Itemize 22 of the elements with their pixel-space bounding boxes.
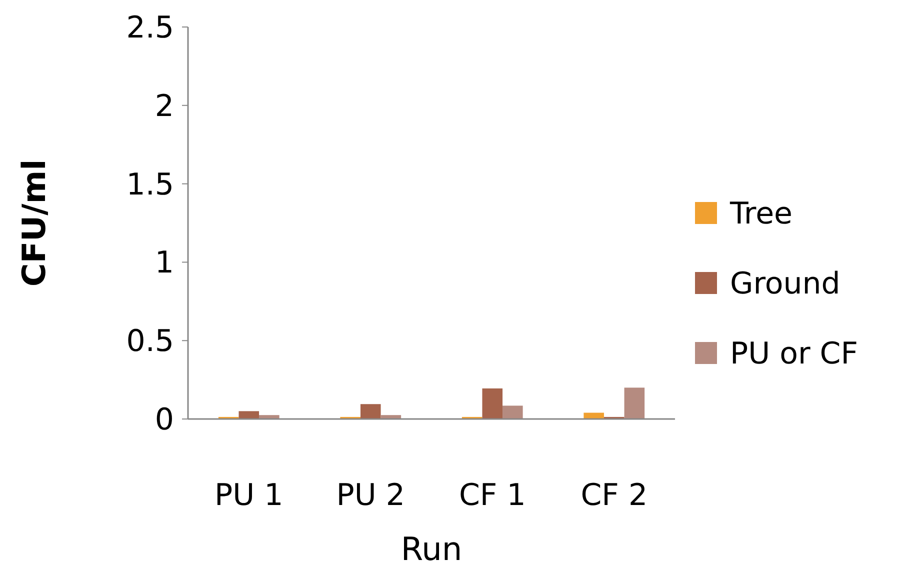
bar <box>584 412 604 419</box>
bar <box>482 388 503 419</box>
y-tick-label: 1.5 <box>126 167 174 202</box>
legend-label: PU or CF <box>730 336 858 372</box>
x-tick-label: CF 2 <box>580 478 648 513</box>
x-tick-label: PU 2 <box>336 478 405 513</box>
bar <box>238 411 260 419</box>
legend-label: Ground <box>730 266 840 302</box>
bar <box>502 406 523 419</box>
y-tick-label: 2.5 <box>126 10 174 46</box>
bar <box>360 404 381 419</box>
bar <box>624 388 645 419</box>
legend-label: Tree <box>729 196 793 232</box>
y-tick-label: 2 <box>154 88 174 124</box>
bar <box>259 415 280 419</box>
y-axis-title: CFU/ml <box>15 159 53 287</box>
y-tick-label: 0 <box>154 402 174 438</box>
x-tick-label: CF 1 <box>458 478 526 513</box>
y-tick-label: 0.5 <box>126 324 174 360</box>
x-tick-label: PU 1 <box>214 478 284 513</box>
y-tick-label: 1 <box>154 246 174 281</box>
x-axis-title: Run <box>400 530 462 568</box>
